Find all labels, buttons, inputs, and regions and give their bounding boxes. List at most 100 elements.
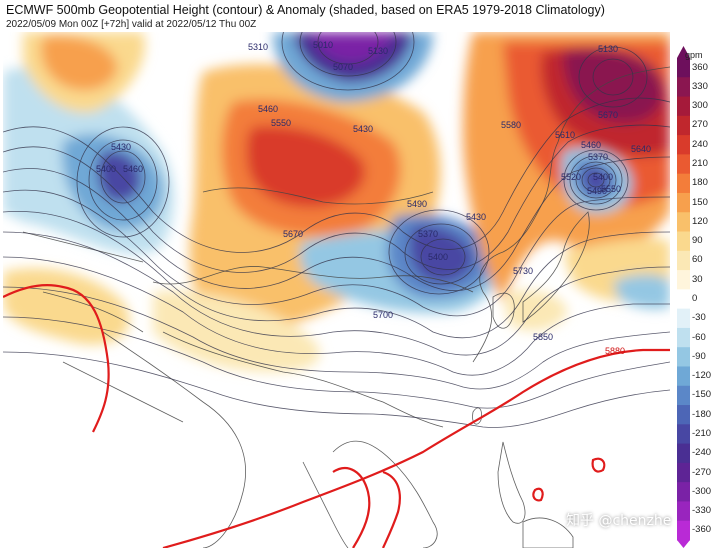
colorbar-tick-label: 300 — [692, 100, 708, 112]
colorbar-swatch — [677, 520, 690, 541]
colorbar-swatch — [677, 347, 690, 367]
colorbar-top-arrow — [677, 46, 690, 58]
contour-label: 5700 — [373, 310, 393, 320]
colorbar-tick-label: 330 — [692, 80, 708, 92]
colorbar-tick-label: 210 — [692, 158, 708, 170]
contour-label: 5400 — [593, 172, 613, 182]
colorbar-swatch — [677, 135, 690, 155]
contour-label: 5370 — [588, 152, 608, 162]
colorbar-tick-label: 0 — [692, 293, 698, 304]
low-west — [100, 150, 146, 204]
colorbar-tick-label: 270 — [692, 119, 708, 131]
colorbar-tick-label: -330 — [692, 505, 712, 517]
colorbar-unit: gpm — [685, 50, 703, 60]
contour-label: 5640 — [631, 144, 651, 154]
contour-label: 5520 — [561, 172, 581, 182]
contour-label: 5550 — [271, 118, 291, 128]
colorbar-tick-label: -180 — [692, 408, 712, 420]
contour-label: 5370 — [418, 229, 438, 239]
contour-label: 5130 — [598, 44, 618, 54]
contour-label: 5400 — [96, 164, 116, 174]
border-mongolia — [202, 187, 434, 205]
colorbar-tick-label: 240 — [692, 138, 708, 150]
contour-label: 5850 — [533, 332, 553, 342]
colorbar-swatch — [677, 308, 690, 329]
colorbar-swatch — [677, 501, 690, 522]
colorbar-swatch — [677, 58, 690, 78]
colorbar-swatch — [677, 443, 690, 464]
contour-label: 5400 — [428, 252, 448, 262]
contour-label: 5460 — [123, 164, 143, 174]
colorbar-swatch — [677, 115, 690, 136]
contour-label: 5430 — [466, 212, 486, 222]
colorbar-swatch — [677, 96, 690, 117]
watermark: 知乎 @chenzhe — [566, 513, 672, 529]
border-china — [152, 266, 474, 428]
colorbar-swatch — [677, 77, 690, 98]
colorbar-tick-label: 180 — [692, 177, 708, 189]
coastline-japan — [522, 211, 590, 323]
contour-label: 5070 — [333, 62, 353, 72]
colorbar-swatch — [677, 327, 690, 348]
contour-5880 — [3, 283, 670, 548]
low-central — [420, 238, 466, 276]
colorbar-bar — [677, 46, 690, 548]
map-svg: 5310 5010 5070 5130 5460 5430 5550 5430 … — [3, 32, 670, 548]
high-northeast — [592, 58, 634, 96]
coastlines — [22, 66, 670, 548]
contour-label: 5490 — [407, 199, 427, 209]
contour-label: 5610 — [555, 130, 575, 140]
colorbar-swatch — [677, 462, 690, 483]
contour-label: 5130 — [368, 46, 388, 56]
coastline-korea — [492, 292, 515, 329]
colorbar: gpm 360 330 300 270 240 210 180 150 120 90 60 30 0 -3… — [674, 32, 718, 548]
colorbar-tick-label: 120 — [692, 215, 708, 227]
colorbar-tick-label: 90 — [692, 235, 703, 247]
contour-label: 5490 — [587, 186, 607, 196]
negative-anomaly-west-center — [97, 151, 142, 202]
colorbar-swatch — [677, 424, 690, 445]
colorbar-tick-label: -240 — [692, 447, 712, 459]
colorbar-swatch — [677, 154, 690, 175]
contour-label-5880: 5880 — [605, 346, 625, 356]
anomaly-shading — [3, 32, 670, 372]
coastline-philippines — [497, 441, 526, 524]
coastline-taiwan — [472, 407, 482, 425]
low-east — [587, 172, 605, 188]
colorbar-swatch — [677, 405, 690, 425]
colorbar-bottom-arrow — [677, 540, 690, 548]
contour-label: 5730 — [513, 266, 533, 276]
contour-label: 5460 — [258, 104, 278, 114]
colorbar-swatch — [677, 289, 690, 310]
colorbar-swatch — [677, 173, 690, 194]
colorbar-tick-label: -150 — [692, 389, 712, 401]
colorbar-swatch — [677, 385, 690, 406]
colorbar-tick-label: -360 — [692, 524, 712, 536]
contour-label: 5550 — [601, 184, 621, 194]
colorbar-tick-label: -90 — [692, 350, 706, 362]
contour-label: 5460 — [581, 140, 601, 150]
contour-label: 5310 — [248, 42, 268, 52]
colorbar-tick-label: 150 — [692, 196, 708, 208]
contour-label: 5580 — [501, 120, 521, 130]
map-valid-time: 2022/05/09 Mon 00Z [+72h] valid at 2022/… — [6, 19, 257, 30]
colorbar-tick-label: -120 — [692, 370, 712, 382]
weather-map[interactable]: 5310 5010 5070 5130 5460 5430 5550 5430 … — [3, 32, 670, 548]
colorbar-tick-label: -270 — [692, 466, 712, 478]
border-central-asia — [22, 231, 184, 423]
contour-label: 5670 — [283, 229, 303, 239]
height-contours — [3, 32, 670, 428]
colorbar-swatch — [677, 212, 690, 233]
colorbar-tick-label: -300 — [692, 485, 712, 497]
colorbar-swatch — [677, 482, 690, 502]
contour-label: 5010 — [313, 40, 333, 50]
colorbar-tick-label: 60 — [692, 254, 703, 266]
coastline-southeast-asia — [302, 440, 438, 548]
contour-label: 5430 — [353, 124, 373, 134]
colorbar-tick-label: 30 — [692, 273, 703, 285]
colorbar-tick-label: 360 — [692, 61, 708, 73]
header: ECMWF 500mb Geopotential Height (contour… — [0, 0, 670, 32]
colorbar-tick-label: -30 — [692, 312, 706, 324]
coastline-borneo — [522, 517, 574, 548]
colorbar-swatch — [677, 366, 690, 387]
